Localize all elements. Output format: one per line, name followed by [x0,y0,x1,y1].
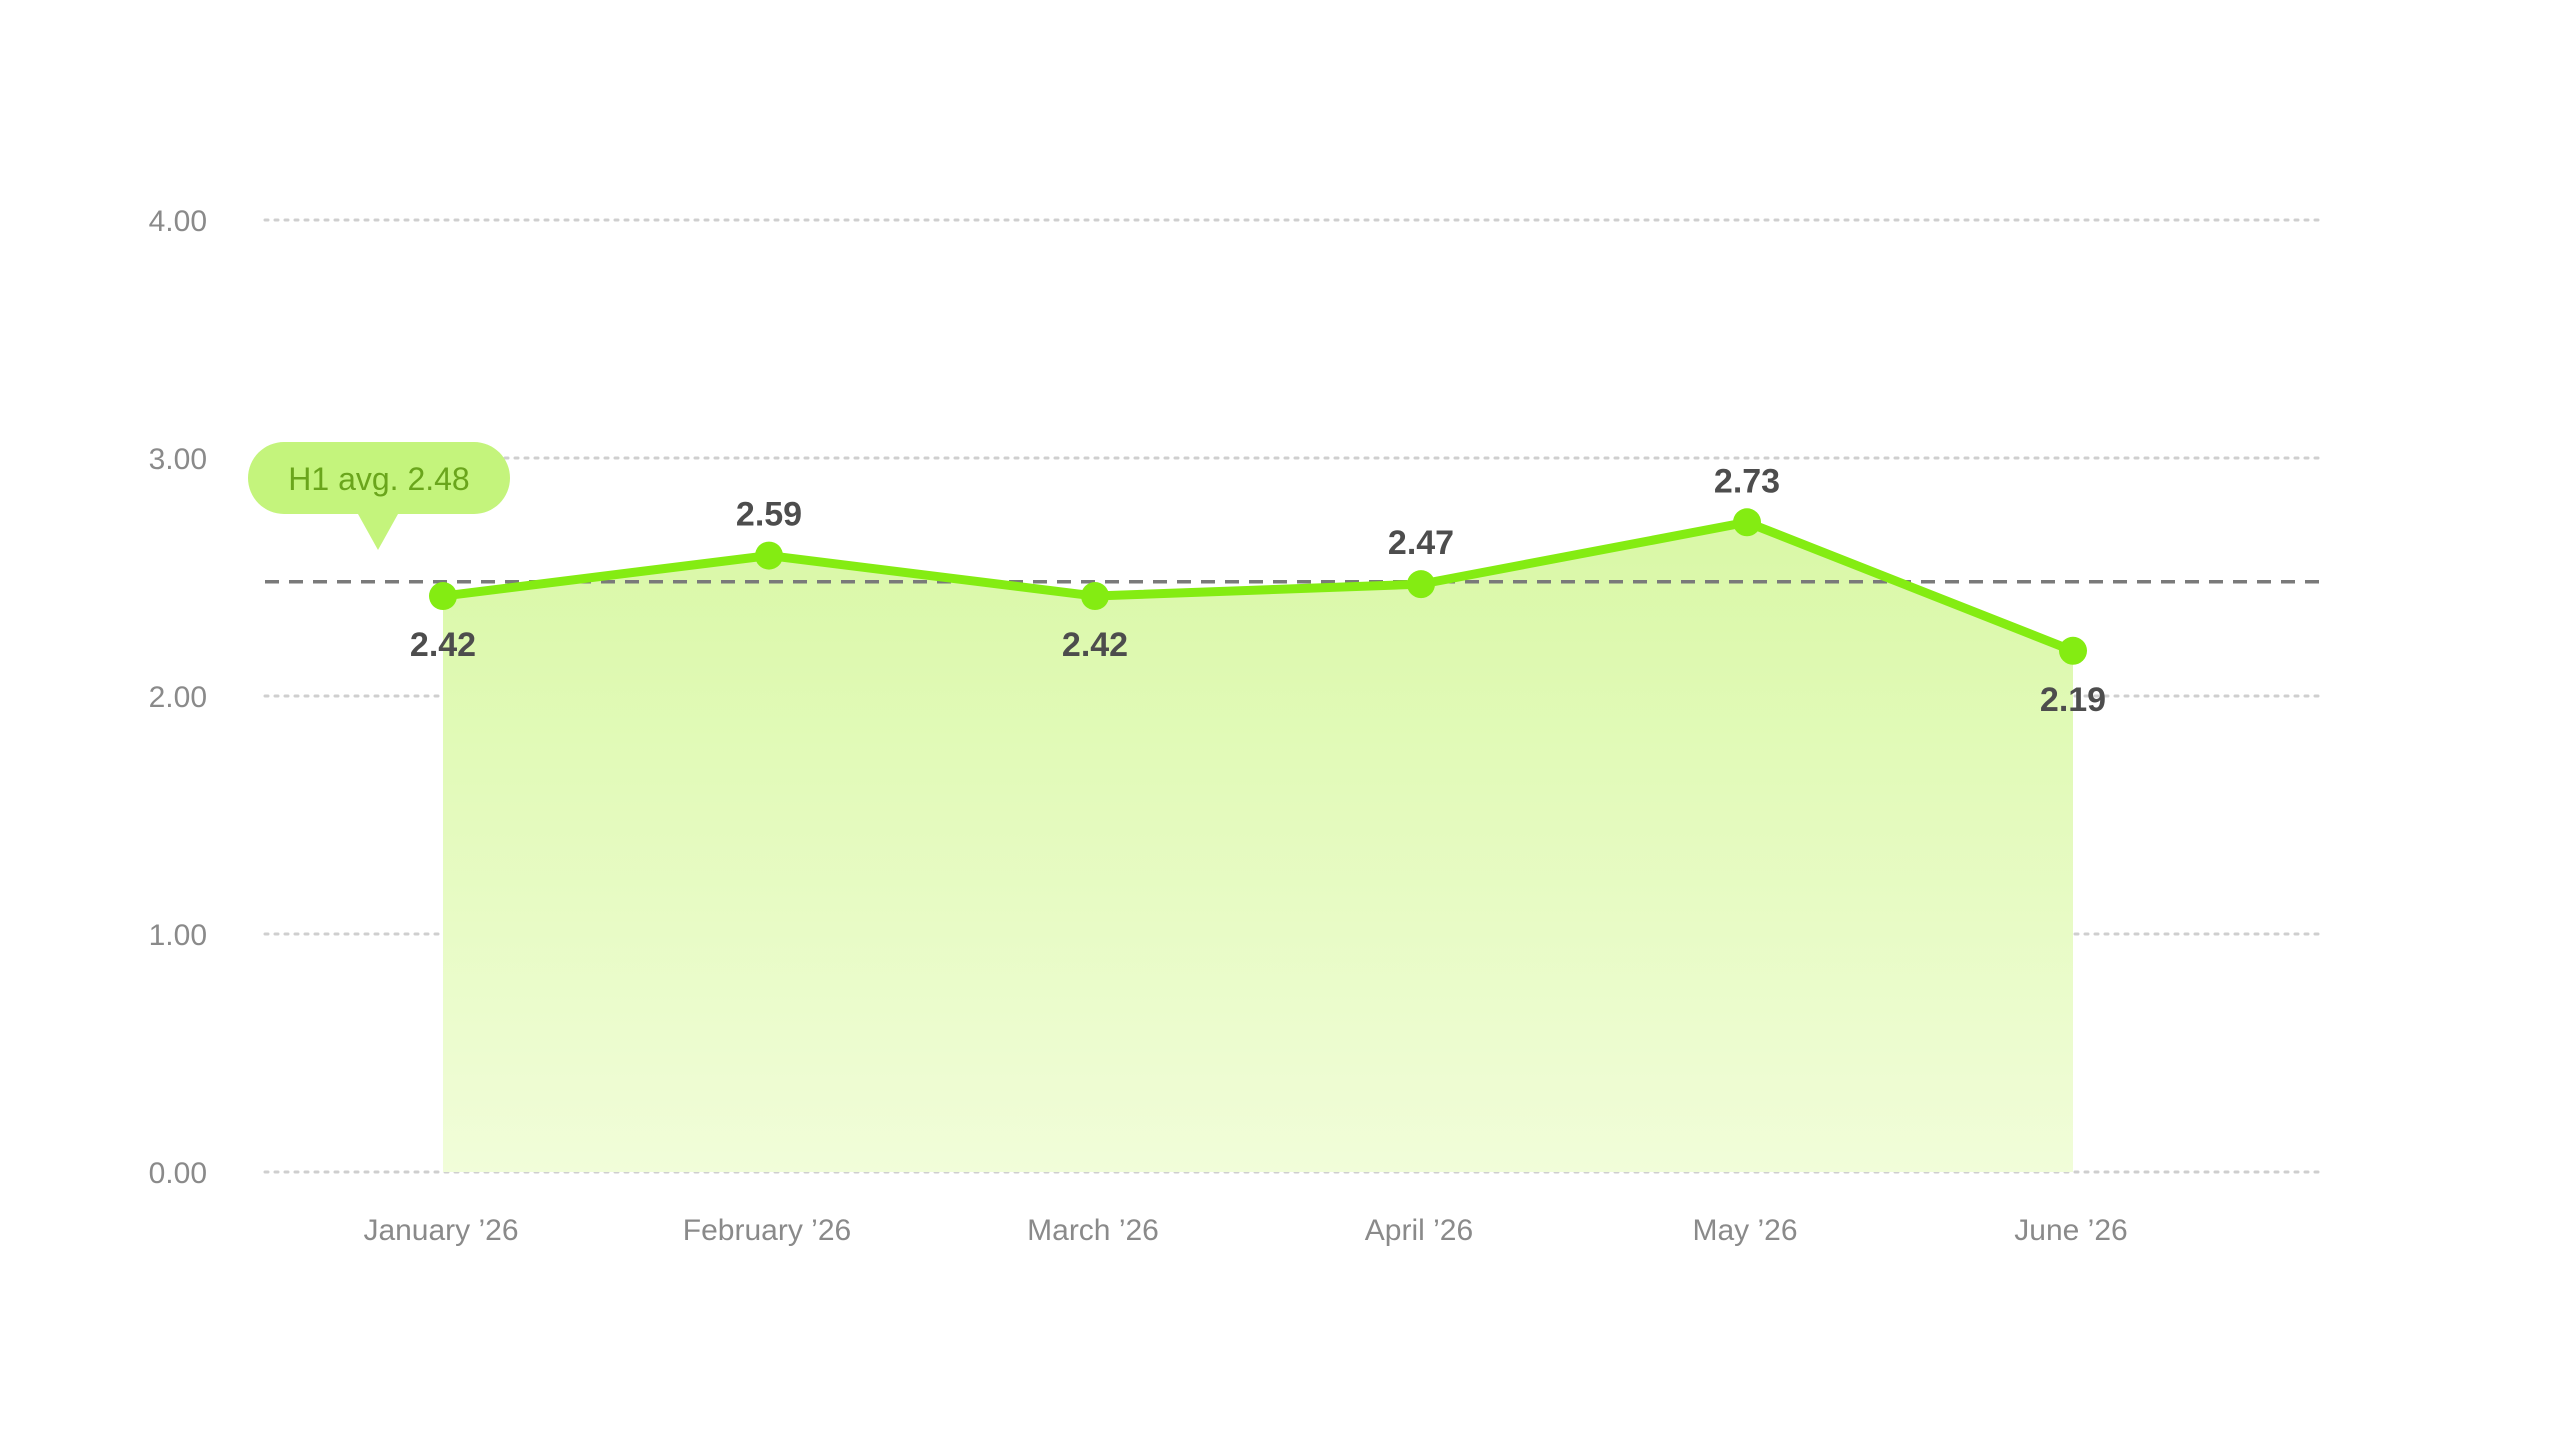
x-axis-ticks: January ’26 February ’26 March ’26 April ’2… [363,1214,2127,1247]
y-tick-label: 4.00 [149,205,207,238]
average-badge-label: H1 avg. 2.48 [288,461,469,497]
data-label: 2.59 [736,496,802,534]
data-point [1081,582,1109,611]
average-reference: H1 avg. 2.48 [248,442,2320,584]
y-tick-label: 3.00 [149,443,207,476]
data-points [429,508,2087,665]
data-point [2059,636,2087,665]
x-tick-label: May ’26 [1692,1214,1797,1247]
data-point [1407,570,1435,599]
y-tick-label: 1.00 [149,919,207,952]
data-label: 2.19 [2040,681,2106,719]
x-tick-label: June ’26 [2014,1214,2127,1247]
y-tick-label: 2.00 [149,681,207,714]
y-tick-label: 0.00 [149,1157,207,1190]
y-axis-ticks: 0.00 1.00 2.00 3.00 4.00 [149,205,207,1190]
data-point [1733,508,1761,537]
x-tick-label: January ’26 [363,1214,518,1247]
x-tick-label: April ’26 [1365,1214,1473,1247]
data-point [755,541,783,570]
data-label: 2.42 [410,626,476,664]
series-line [438,517,2078,656]
data-labels: 2.42 2.59 2.42 2.47 2.73 2.19 [410,462,2106,719]
data-label: 2.47 [1388,524,1454,562]
average-badge [248,442,510,550]
data-label: 2.73 [1714,462,1780,500]
area-fill [443,522,2073,1172]
series-area [443,522,2073,1172]
data-label: 2.42 [1062,626,1128,664]
x-tick-label: March ’26 [1027,1214,1159,1247]
data-point [429,582,457,611]
series-line-path [438,517,2078,656]
x-tick-label: February ’26 [683,1214,851,1247]
